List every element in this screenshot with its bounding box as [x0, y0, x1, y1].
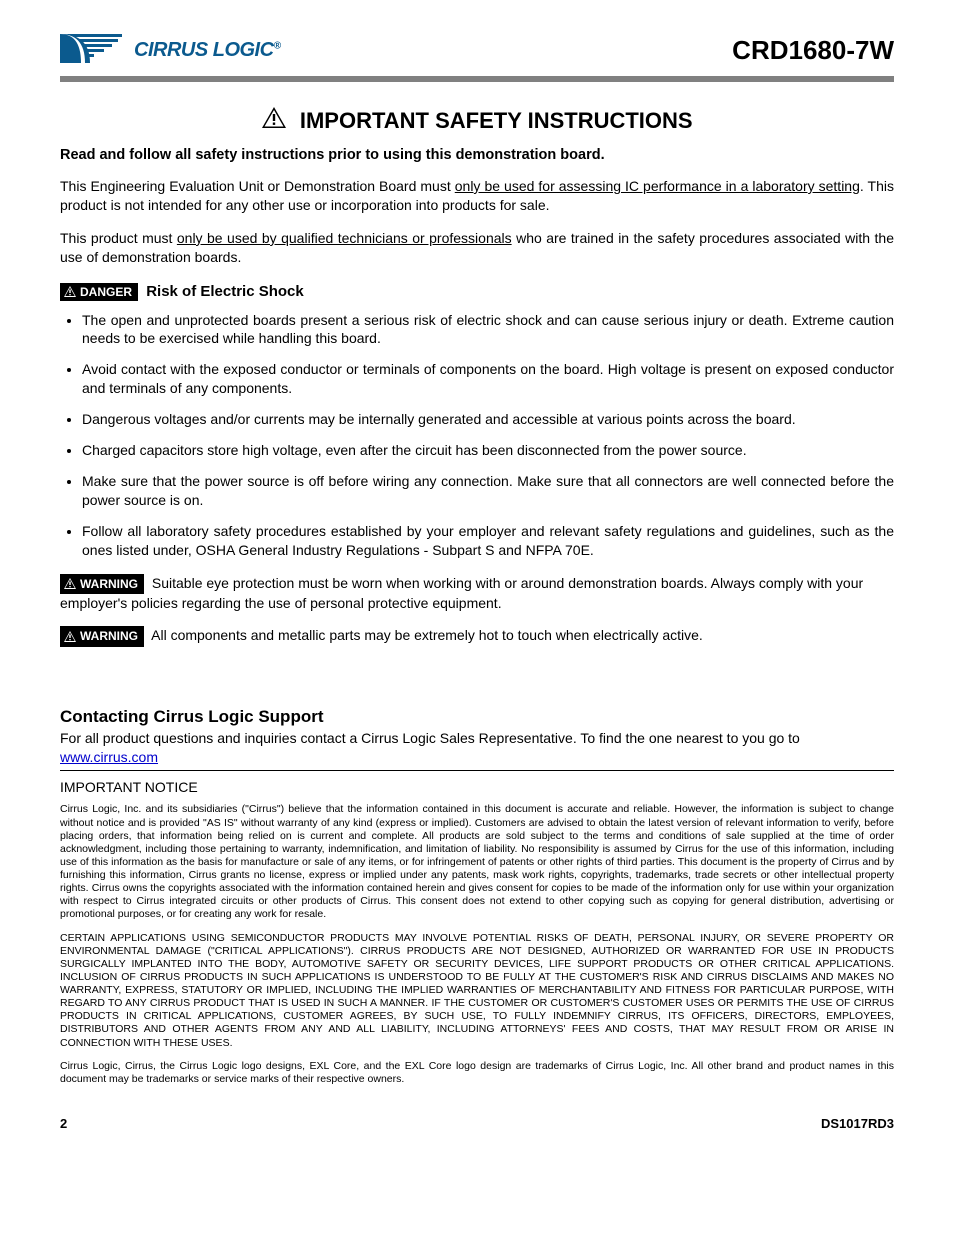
warning-hot-components: WARNING All components and metallic part… [60, 626, 894, 647]
danger-label: DANGER [80, 285, 132, 299]
list-item: The open and unprotected boards present … [82, 311, 894, 349]
company-logo: CIRRUS LOGIC® [60, 30, 280, 70]
warning-triangle-icon [261, 106, 287, 135]
contact-heading: Contacting Cirrus Logic Support [60, 707, 894, 727]
warning-triangle-icon [64, 286, 76, 297]
header-divider [60, 76, 894, 82]
danger-badge: DANGER [60, 283, 138, 301]
page-number: 2 [60, 1116, 67, 1131]
legal-paragraph-3: Cirrus Logic, Cirrus, the Cirrus Logic l… [60, 1060, 894, 1086]
section-divider [60, 770, 894, 771]
warning-triangle-icon [64, 578, 76, 589]
warning-badge: WARNING [60, 574, 144, 595]
page-footer: 2 DS1017RD3 [60, 1116, 894, 1131]
list-item: Follow all laboratory safety procedures … [82, 522, 894, 560]
page-title: IMPORTANT SAFETY INSTRUCTIONS [300, 108, 693, 134]
list-item: Charged capacitors store high voltage, e… [82, 441, 894, 460]
legal-paragraph-1: Cirrus Logic, Inc. and its subsidiaries … [60, 803, 894, 921]
list-item: Make sure that the power source is off b… [82, 472, 894, 510]
list-item: Dangerous voltages and/or currents may b… [82, 410, 894, 429]
list-item: Avoid contact with the exposed conductor… [82, 360, 894, 398]
warning-label: WARNING [80, 576, 138, 593]
legal-paragraph-2: CERTAIN APPLICATIONS USING SEMICONDUCTOR… [60, 932, 894, 1050]
paragraph-usage: This Engineering Evaluation Unit or Demo… [60, 177, 894, 215]
document-id: DS1017RD3 [821, 1116, 894, 1131]
danger-heading: DANGER Risk of Electric Shock [60, 283, 894, 301]
notice-heading: IMPORTANT NOTICE [60, 779, 894, 795]
company-name: CIRRUS LOGIC® [134, 39, 280, 62]
contact-body: For all product questions and inquiries … [60, 729, 894, 767]
logo-stripes-icon [60, 30, 128, 70]
title-row: IMPORTANT SAFETY INSTRUCTIONS [60, 106, 894, 135]
warning-triangle-icon [64, 631, 76, 642]
contact-link[interactable]: www.cirrus.com [60, 749, 158, 765]
danger-bullet-list: The open and unprotected boards present … [82, 311, 894, 560]
warning-eye-protection: WARNING Suitable eye protection must be … [60, 574, 894, 614]
page-header: CIRRUS LOGIC® CRD1680-7W [60, 30, 894, 70]
paragraph-qualified: This product must only be used by qualif… [60, 229, 894, 267]
warning-badge: WARNING [60, 626, 144, 647]
warning-label: WARNING [80, 628, 138, 645]
product-id: CRD1680-7W [732, 35, 894, 66]
intro-instruction: Read and follow all safety instructions … [60, 147, 894, 163]
